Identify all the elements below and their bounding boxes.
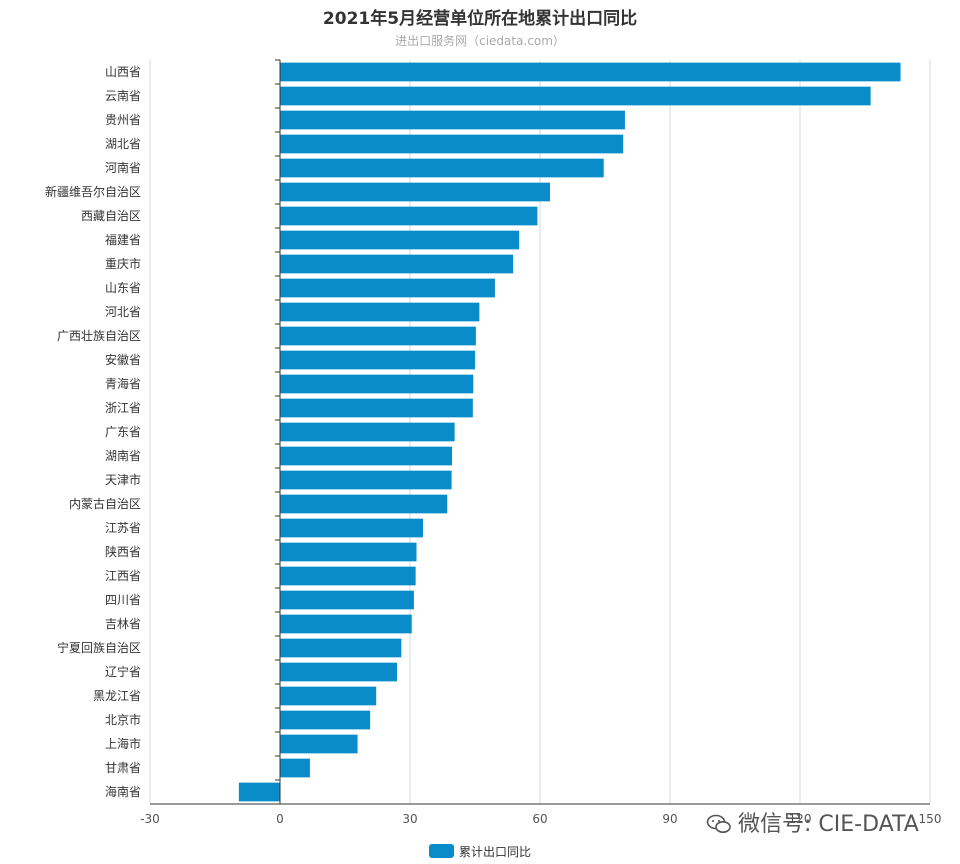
bar (280, 638, 402, 658)
bar (280, 374, 474, 394)
category-label: 吉林省 (105, 617, 141, 631)
category-label: 广西壮族自治区 (57, 329, 141, 343)
bar (280, 62, 901, 82)
legend-swatch[interactable] (428, 844, 454, 858)
bar (280, 326, 476, 346)
category-label: 安徽省 (105, 352, 141, 367)
bar (280, 518, 423, 538)
bar (280, 542, 417, 562)
bar (238, 782, 280, 802)
category-label: 浙江省 (105, 401, 141, 415)
category-label: 青海省 (105, 376, 141, 391)
bar (280, 350, 475, 370)
bar (280, 86, 871, 106)
category-label: 黑龙江省 (93, 689, 141, 703)
bar (280, 422, 455, 442)
bar (280, 494, 448, 514)
legend-label[interactable]: 累计出口同比 (458, 845, 531, 859)
bar (280, 158, 604, 178)
category-label: 贵州省 (105, 113, 141, 127)
x-tick-label: 0 (276, 812, 284, 826)
bar (280, 590, 414, 610)
bar (280, 254, 514, 274)
category-label: 天津市 (105, 472, 141, 487)
bar (280, 686, 377, 706)
category-label: 四川省 (105, 593, 141, 607)
bar (280, 134, 624, 154)
category-label: 山西省 (105, 65, 141, 79)
bar (280, 470, 452, 490)
category-label: 河南省 (105, 160, 141, 175)
bar (280, 182, 550, 202)
category-label: 辽宁省 (105, 664, 141, 679)
category-label: 上海市 (105, 736, 141, 751)
category-label: 江西省 (105, 569, 141, 583)
bar (280, 110, 625, 130)
bar (280, 398, 473, 418)
category-label: 广东省 (105, 425, 141, 439)
bar (280, 614, 412, 634)
bar (280, 758, 310, 778)
chart-title: 2021年5月经营单位所在地累计出口同比 (322, 9, 638, 29)
bar (280, 302, 480, 322)
x-tick-label: 120 (789, 812, 812, 826)
x-tick-label: 30 (402, 812, 417, 826)
category-label: 宁夏回族自治区 (57, 640, 141, 655)
bar (280, 734, 358, 754)
category-label: 西藏自治区 (81, 209, 141, 223)
chart-subtitle: 进出口服务网（ciedata.com） (395, 34, 565, 48)
legend[interactable]: 累计出口同比 (0, 843, 960, 860)
category-label: 山东省 (105, 281, 141, 295)
category-label: 重庆市 (105, 256, 141, 271)
x-tick-label: -30 (140, 812, 160, 826)
bar (280, 206, 538, 226)
category-label: 海南省 (105, 784, 141, 799)
x-tick-label: 150 (919, 812, 942, 826)
watermark: 微信号: CIE-DATA (706, 806, 919, 838)
bar (280, 566, 416, 586)
watermark-text: 微信号: CIE-DATA (738, 812, 919, 837)
category-label: 湖北省 (105, 136, 141, 151)
wechat-icon (706, 814, 731, 833)
category-label: 甘肃省 (105, 761, 141, 775)
x-tick-label: 90 (662, 812, 677, 826)
category-label: 内蒙古自治区 (69, 496, 141, 511)
bar (280, 710, 371, 730)
category-label: 湖南省 (105, 448, 141, 463)
bar (280, 230, 520, 250)
category-label: 陕西省 (105, 544, 141, 559)
category-label: 新疆维吾尔自治区 (45, 184, 141, 199)
x-tick-label: 60 (532, 812, 547, 826)
bar (280, 278, 495, 298)
category-label: 福建省 (105, 232, 141, 247)
bar (280, 446, 453, 466)
category-label: 河北省 (105, 305, 141, 319)
category-label: 江苏省 (105, 521, 141, 535)
category-label: 北京市 (105, 712, 141, 727)
bar (280, 662, 397, 682)
category-label: 云南省 (105, 88, 141, 103)
